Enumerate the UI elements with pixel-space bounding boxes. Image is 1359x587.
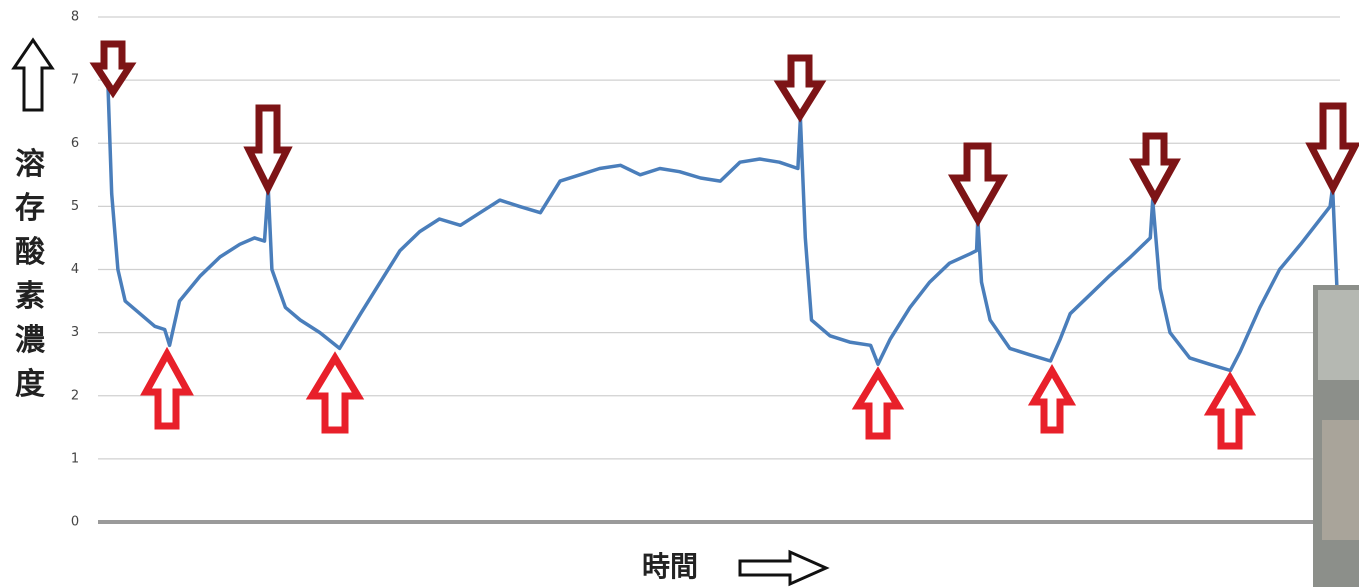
x-axis-label: 時間	[642, 550, 698, 583]
y-tick-label: 4	[71, 262, 79, 277]
y-tick-label: 0	[71, 515, 79, 530]
y-tick-label: 2	[71, 388, 79, 403]
up-arrow	[1210, 378, 1250, 446]
grid: 0 1 2 3 4 5 6 7 8	[71, 10, 1340, 530]
down-arrow	[1311, 106, 1355, 188]
y-axis-arrow	[14, 40, 52, 110]
trough-arrows	[146, 354, 1250, 446]
photo-detail	[1322, 420, 1359, 540]
y-tick-label: 7	[71, 73, 79, 88]
y-tick-label: 5	[71, 199, 79, 214]
y-tick-label: 6	[71, 136, 79, 151]
y-tick-label: 8	[71, 10, 79, 25]
down-arrow	[780, 58, 820, 116]
down-arrow	[249, 108, 287, 188]
up-arrow	[146, 354, 188, 426]
down-arrow	[954, 146, 1002, 220]
plot	[108, 86, 1338, 370]
y-axis-label: 溶存酸素濃度	[15, 147, 46, 402]
peak-arrows	[96, 44, 1355, 220]
chart: 0 1 2 3 4 5 6 7 8 溶存酸素濃度 時間	[0, 0, 1359, 587]
down-arrow	[96, 44, 130, 92]
data-line	[108, 86, 1338, 370]
down-arrow	[1135, 136, 1175, 198]
photo-detail	[1318, 290, 1359, 380]
up-arrow	[312, 358, 358, 430]
y-tick-label: 1	[71, 451, 79, 466]
up-arrow	[1034, 371, 1070, 430]
y-tick-label: 3	[71, 325, 79, 340]
up-arrow	[858, 373, 898, 436]
x-axis-arrow	[740, 552, 826, 584]
